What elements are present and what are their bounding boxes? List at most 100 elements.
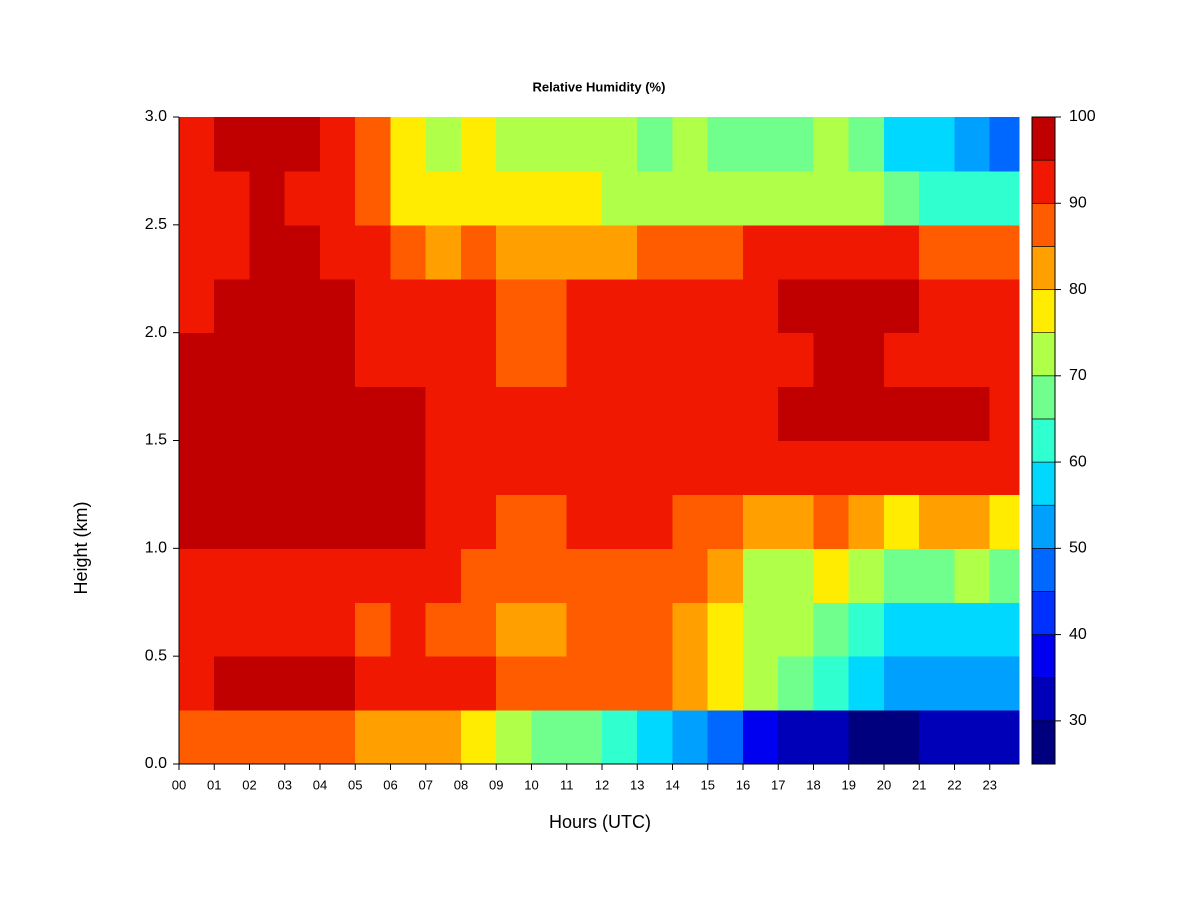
colorbar-band bbox=[1031, 289, 1056, 333]
heatmap-cell bbox=[496, 278, 532, 334]
colorbar-band bbox=[1031, 116, 1056, 161]
heatmap-cell bbox=[319, 656, 356, 711]
x-tick-label: 22 bbox=[947, 777, 961, 792]
heatmap-cell bbox=[883, 494, 920, 549]
heatmap-cell bbox=[284, 494, 321, 549]
heatmap-cell bbox=[848, 332, 885, 388]
heatmap-cell bbox=[460, 440, 497, 495]
heatmap-cell bbox=[707, 332, 744, 388]
x-tick-label: 02 bbox=[242, 777, 256, 792]
heatmap-cell bbox=[848, 602, 885, 657]
heatmap-cell bbox=[496, 386, 532, 441]
heatmap-cell bbox=[778, 710, 814, 765]
heatmap-cell bbox=[284, 710, 321, 765]
heatmap-cell bbox=[460, 602, 497, 657]
heatmap-cell bbox=[707, 602, 744, 657]
heatmap-cell bbox=[249, 494, 286, 549]
heatmap-cell bbox=[284, 224, 321, 280]
colorbar-band bbox=[1031, 246, 1056, 290]
heatmap-cell bbox=[214, 170, 250, 226]
heatmap-cell bbox=[249, 656, 286, 711]
heatmap-cell bbox=[707, 386, 744, 441]
x-tick-label: 19 bbox=[842, 777, 856, 792]
heatmap-cell bbox=[214, 386, 250, 441]
heatmap-cell bbox=[742, 440, 779, 495]
heatmap-cell bbox=[637, 278, 673, 334]
heatmap-cell bbox=[813, 494, 850, 549]
heatmap-cell bbox=[460, 386, 497, 441]
colorbar-tick-label: 90 bbox=[1069, 194, 1087, 211]
heatmap-cell bbox=[355, 602, 391, 657]
heatmap-cell bbox=[179, 117, 215, 172]
colorbar-band bbox=[1031, 202, 1056, 247]
x-tick-label: 18 bbox=[806, 777, 820, 792]
heatmap-cell bbox=[566, 224, 603, 280]
heatmap-cell bbox=[989, 224, 1020, 280]
heatmap-cell bbox=[319, 548, 356, 603]
heatmap-cell bbox=[919, 224, 955, 280]
heatmap-cell bbox=[883, 117, 920, 172]
heatmap-cell bbox=[883, 548, 920, 603]
heatmap-cell bbox=[531, 494, 568, 549]
heatmap-cell bbox=[742, 170, 779, 226]
heatmap-cell bbox=[954, 440, 991, 495]
colorbar-tick-label: 100 bbox=[1069, 108, 1096, 125]
heatmap-cell bbox=[919, 440, 955, 495]
heatmap-cell bbox=[883, 602, 920, 657]
x-tick-label: 21 bbox=[912, 777, 926, 792]
heatmap-cell bbox=[566, 386, 603, 441]
heatmap-cell bbox=[425, 440, 462, 495]
heatmap-cell bbox=[848, 117, 885, 172]
heatmap-cell bbox=[355, 332, 391, 388]
colorbar-band bbox=[1031, 591, 1056, 635]
heatmap-cell bbox=[355, 656, 391, 711]
heatmap-cell bbox=[954, 170, 991, 226]
heatmap-cell bbox=[319, 494, 356, 549]
x-tick-label: 14 bbox=[665, 777, 679, 792]
x-tick-label: 05 bbox=[348, 777, 362, 792]
heatmap-cell bbox=[284, 656, 321, 711]
heatmap-cell bbox=[179, 548, 215, 603]
colorbar-frame bbox=[1031, 116, 1056, 765]
heatmap-cell bbox=[989, 440, 1020, 495]
heatmap-cell bbox=[778, 548, 814, 603]
heatmap-cell bbox=[637, 656, 673, 711]
heatmap-cell bbox=[954, 224, 991, 280]
heatmap-cell bbox=[778, 602, 814, 657]
heatmap-cell bbox=[319, 170, 356, 226]
x-tick-label: 20 bbox=[877, 777, 891, 792]
heatmap-cell bbox=[460, 224, 497, 280]
colorbar-band bbox=[1031, 548, 1056, 592]
colorbar-band bbox=[1031, 634, 1056, 679]
heatmap-cell bbox=[672, 224, 709, 280]
heatmap-cell bbox=[883, 440, 920, 495]
heatmap-cell bbox=[566, 440, 603, 495]
x-tick-label: 10 bbox=[524, 777, 538, 792]
heatmap-cell bbox=[355, 170, 391, 226]
heatmap-cell bbox=[989, 117, 1020, 172]
heatmap-cell bbox=[919, 117, 955, 172]
heatmap-cell bbox=[425, 170, 462, 226]
x-tick-label: 11 bbox=[560, 777, 574, 792]
colorbar-band bbox=[1031, 504, 1056, 549]
y-tick-label: 2.0 bbox=[145, 324, 167, 341]
heatmap-cell bbox=[496, 602, 532, 657]
heatmap-cell bbox=[390, 602, 427, 657]
heatmap-cell bbox=[954, 548, 991, 603]
heatmap-cell bbox=[390, 170, 427, 226]
heatmap-cell bbox=[883, 278, 920, 334]
heatmap-cell bbox=[179, 602, 215, 657]
heatmap-cell bbox=[883, 656, 920, 711]
x-tick-label: 00 bbox=[172, 777, 186, 792]
heatmap-cell bbox=[672, 278, 709, 334]
heatmap-cell bbox=[707, 117, 744, 172]
heatmap-cell bbox=[989, 170, 1020, 226]
heatmap-cell bbox=[496, 656, 532, 711]
heatmap-cell bbox=[460, 710, 497, 765]
heatmap-cell bbox=[742, 656, 779, 711]
colorbar-tick-label: 70 bbox=[1069, 367, 1087, 384]
heatmap-cell bbox=[531, 278, 568, 334]
heatmap-cell bbox=[989, 494, 1020, 549]
heatmap-cell bbox=[919, 548, 955, 603]
heatmap-cell bbox=[284, 548, 321, 603]
